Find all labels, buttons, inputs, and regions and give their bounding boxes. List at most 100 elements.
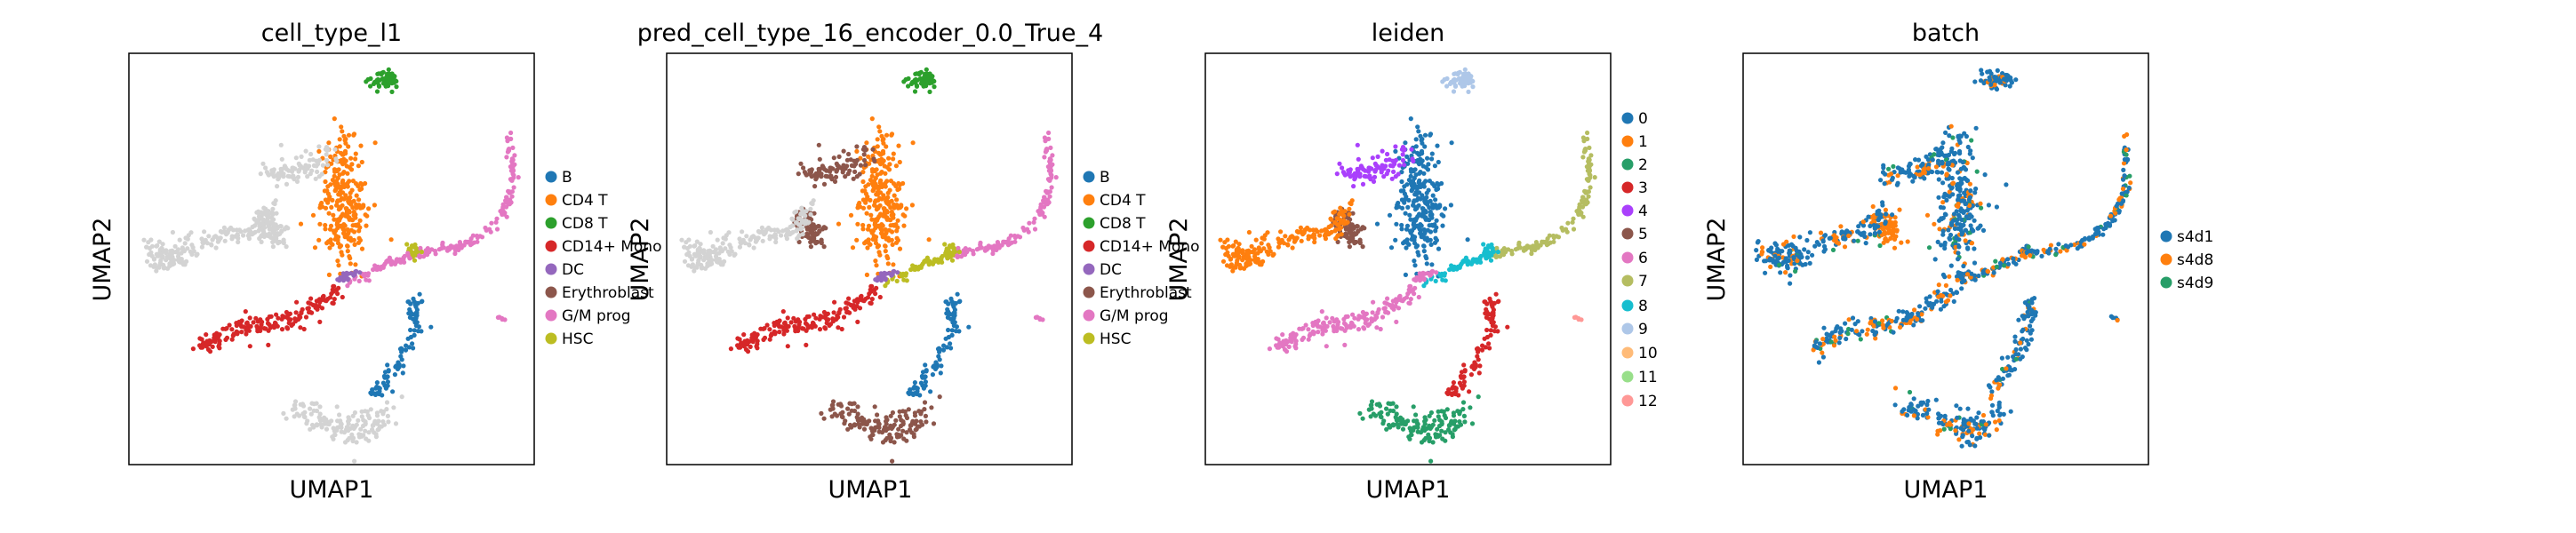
- scatter-point: [917, 393, 923, 398]
- scatter-point: [2101, 227, 2107, 232]
- scatter-point: [336, 185, 341, 190]
- scatter-point: [1407, 228, 1412, 234]
- scatter-point: [878, 178, 884, 183]
- scatter-point: [1577, 208, 1582, 213]
- scatter-point: [276, 241, 281, 246]
- scatter-point: [936, 354, 941, 359]
- scatter-point: [1450, 432, 1455, 437]
- scatter-point: [1356, 327, 1362, 332]
- scatter-point: [1444, 76, 1450, 82]
- scatter-point: [847, 168, 852, 173]
- scatter-point: [1939, 170, 1945, 175]
- scatter-point: [2120, 187, 2126, 192]
- scatter-point: [887, 435, 893, 441]
- scatter-point: [832, 179, 838, 184]
- scatter-point: [1301, 230, 1307, 235]
- scatter-point: [507, 189, 513, 195]
- scatter-point: [874, 285, 879, 290]
- scatter-point: [1866, 214, 1871, 219]
- scatter-point: [982, 248, 988, 253]
- scatter-point: [345, 276, 350, 282]
- scatter-point: [829, 414, 835, 419]
- scatter-point: [910, 263, 916, 268]
- scatter-point: [385, 379, 390, 385]
- legend-item: 11: [1621, 369, 1658, 386]
- scatter-point: [1451, 410, 1456, 416]
- scatter-point: [1876, 224, 1881, 229]
- scatter-point: [1936, 158, 1941, 163]
- scatter-point: [1012, 239, 1018, 244]
- scatter-point: [1433, 228, 1438, 234]
- scatter-point: [348, 261, 353, 266]
- scatter-point: [1894, 228, 1900, 234]
- scatter-point: [508, 164, 514, 170]
- scatter-point: [230, 227, 236, 233]
- scatter-point: [2082, 242, 2087, 247]
- scatter-point: [869, 297, 875, 302]
- scatter-point: [1421, 231, 1428, 236]
- scatter-point: [322, 188, 327, 194]
- scatter-point: [231, 332, 236, 338]
- scatter-point: [284, 225, 289, 230]
- scatter-point: [682, 259, 688, 264]
- scatter-point: [359, 159, 364, 165]
- x-axis-label: UMAP1: [1366, 476, 1451, 504]
- scatter-point: [851, 176, 856, 181]
- scatter-point: [1972, 79, 1978, 84]
- scatter-point: [336, 192, 341, 197]
- scatter-point: [1418, 133, 1423, 139]
- scatter-point: [1428, 229, 1434, 235]
- scatter-point: [1969, 241, 1975, 246]
- scatter-point: [409, 243, 415, 249]
- legend-label: 3: [1638, 179, 1648, 197]
- scatter-point: [1528, 244, 1533, 250]
- scatter-point: [260, 161, 266, 166]
- scatter-point: [495, 314, 501, 320]
- scatter-point: [889, 198, 894, 203]
- panel-title: pred_cell_type_16_encoder_0.0_True_4: [637, 20, 1103, 47]
- scatter-point: [1881, 163, 1886, 168]
- scatter-point: [1413, 278, 1419, 283]
- scatter-point: [251, 320, 256, 325]
- scatter-point: [892, 193, 897, 198]
- scatter-point: [1386, 310, 1391, 315]
- scatter-point: [1982, 172, 1988, 178]
- scatter-point: [880, 235, 885, 240]
- panel-title: leiden: [1372, 20, 1444, 47]
- scatter-point: [1451, 384, 1456, 390]
- scatter-point: [504, 155, 509, 160]
- scatter-point: [1979, 68, 1984, 73]
- scatter-point: [1421, 249, 1427, 254]
- scatter-point: [323, 179, 328, 185]
- scatter-point: [1400, 157, 1406, 163]
- scatter-point: [1415, 214, 1420, 219]
- scatter-point: [1316, 323, 1321, 330]
- scatter-point: [309, 310, 315, 315]
- scatter-point: [234, 227, 239, 233]
- scatter-point: [292, 406, 298, 411]
- scatter-point: [848, 302, 853, 307]
- scatter-point: [891, 215, 896, 220]
- scatter-point: [398, 354, 404, 359]
- scatter-point: [947, 243, 953, 249]
- scatter-point: [692, 253, 699, 259]
- scatter-point: [256, 209, 261, 214]
- scatter-point: [1307, 227, 1313, 233]
- scatter-point: [302, 414, 308, 420]
- scatter-point: [885, 256, 891, 261]
- scatter-point: [366, 415, 372, 421]
- scatter-point: [904, 438, 909, 443]
- scatter-point: [411, 296, 416, 301]
- scatter-point: [168, 251, 173, 257]
- scatter-point: [1432, 163, 1437, 169]
- scatter-point: [1439, 409, 1444, 414]
- scatter-point: [1955, 221, 1960, 227]
- scatter-point: [1472, 360, 1477, 365]
- scatter-point: [332, 188, 338, 194]
- scatter-point: [1356, 316, 1361, 322]
- scatter-point: [356, 278, 362, 283]
- scatter-point: [848, 212, 854, 218]
- scatter-point: [800, 232, 805, 237]
- scatter-point: [879, 182, 884, 187]
- scatter-point: [346, 415, 351, 420]
